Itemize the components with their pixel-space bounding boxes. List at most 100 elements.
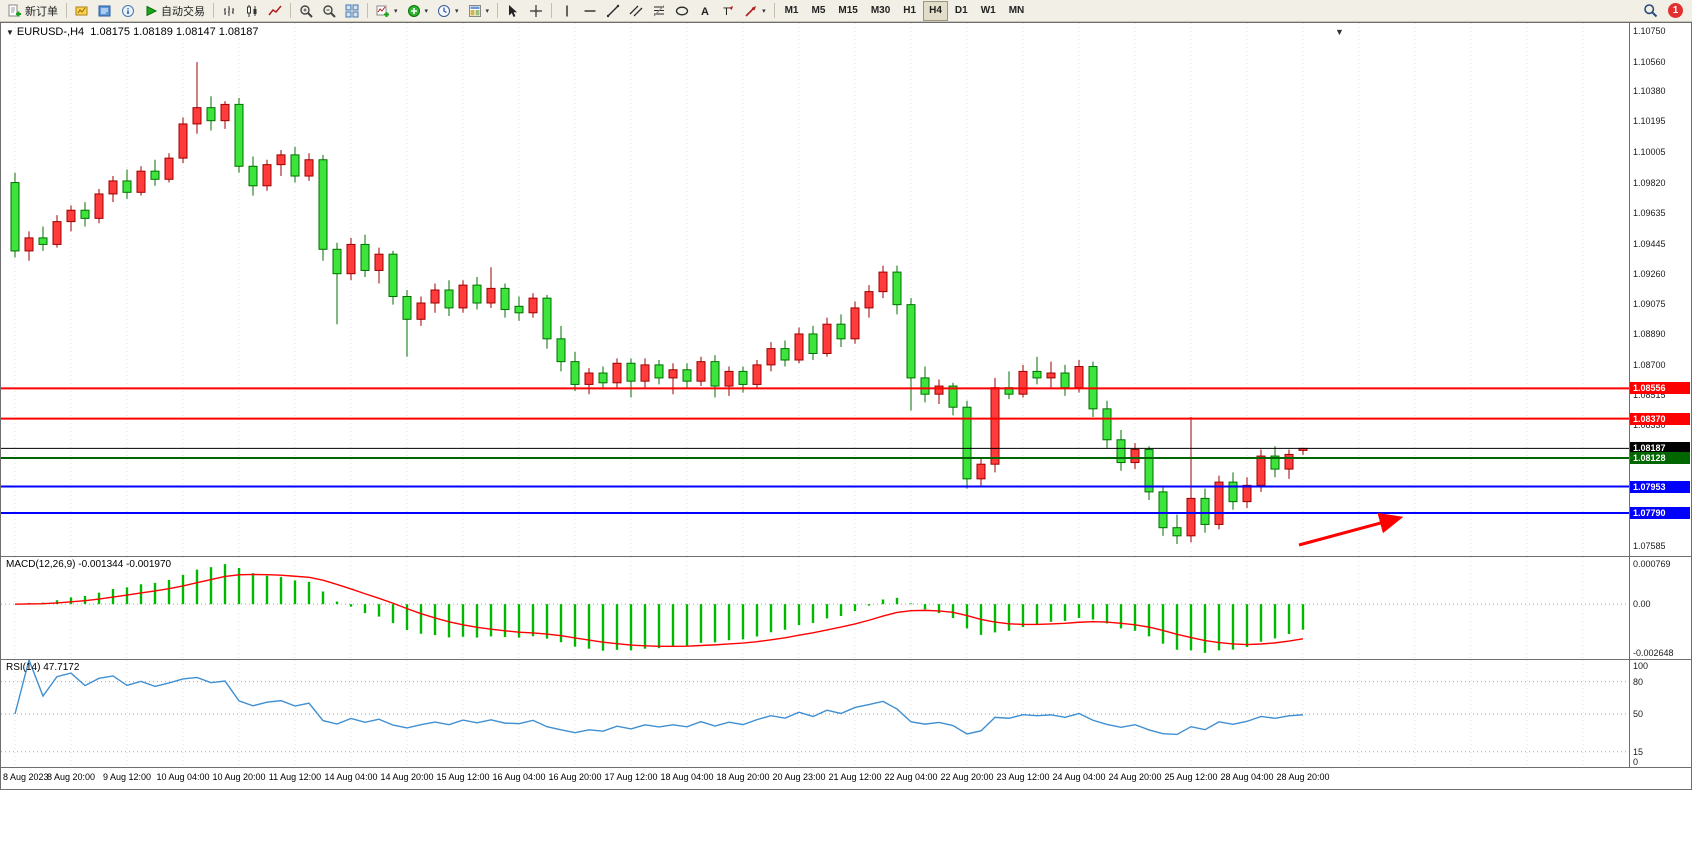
arrow-annotation	[1298, 512, 1404, 547]
time-axis-label: 28 Aug 20:00	[1276, 772, 1330, 782]
time-axis-label: 10 Aug 04:00	[156, 772, 210, 782]
time-axis-label: 25 Aug 12:00	[1164, 772, 1218, 782]
dropdown-caret-icon: ▾	[485, 7, 490, 15]
rsi-label: RSI(14) 47.7172	[6, 662, 80, 673]
macd-chart-canvas[interactable]	[1, 557, 1630, 660]
rsi-chart-canvas[interactable]	[1, 660, 1630, 768]
market-watch-button[interactable]	[94, 1, 116, 21]
hline-icon	[583, 4, 597, 18]
chart-symbol-period: EURUSD-,H4	[16, 26, 85, 38]
tline-icon	[606, 4, 620, 18]
horizontal-line-button[interactable]	[579, 1, 601, 21]
timeframe-w1-button[interactable]: W1	[975, 1, 1002, 21]
time-axis-label: 11 Aug 12:00	[268, 772, 322, 782]
price-tag: 1.07790	[1630, 507, 1690, 520]
macd-scale-label: 0.00	[1633, 599, 1651, 610]
toolbar-separator	[213, 3, 214, 18]
cursor-button[interactable]	[502, 1, 524, 21]
arrows-button[interactable]: ▾	[740, 1, 770, 21]
vertical-line-button[interactable]	[556, 1, 578, 21]
crosshair-button[interactable]	[525, 1, 547, 21]
timeframe-m1-button[interactable]: M1	[779, 1, 805, 21]
tile-icon	[345, 4, 359, 18]
equidistant-channel-button[interactable]	[625, 1, 647, 21]
rsi-scale-label: 50	[1633, 709, 1644, 719]
chart-title: ▼ EURUSD-,H4 1.08175 1.08189 1.08147 1.08…	[6, 26, 259, 38]
price-scale-label: 1.08700	[1633, 359, 1666, 370]
time-axis-label: 17 Aug 12:00	[604, 772, 658, 782]
timeframe-m15-button[interactable]: M15	[832, 1, 863, 21]
shapes-button[interactable]	[671, 1, 693, 21]
rsi-scale-label: 0	[1633, 757, 1639, 767]
autotrading-button[interactable]: 自动交易	[140, 1, 209, 21]
datawindow-icon	[121, 4, 135, 18]
timeframe-d1-button[interactable]: D1	[949, 1, 974, 21]
time-axis-label: 16 Aug 04:00	[492, 772, 546, 782]
price-tag: 1.08370	[1630, 412, 1690, 425]
notification-badge[interactable]: 1	[1668, 3, 1683, 18]
tile-windows-button[interactable]	[341, 1, 363, 21]
newchart-icon	[376, 4, 390, 18]
dropdown-caret-icon: ▾	[455, 7, 459, 15]
new-order-button[interactable]: 新订单	[4, 1, 62, 21]
trendline-button[interactable]	[602, 1, 624, 21]
time-axis-label: 22 Aug 20:00	[940, 772, 994, 782]
price-scale-label: 1.07585	[1633, 541, 1666, 552]
time-axis-label: 20 Aug 23:00	[772, 772, 826, 782]
time-axis-label: 10 Aug 20:00	[212, 772, 266, 782]
time-axis-label: 14 Aug 04:00	[324, 772, 378, 782]
autotrading-button-label: 自动交易	[161, 5, 205, 18]
timeframe-h1-button[interactable]: H1	[897, 1, 922, 21]
rsi-scale-label: 80	[1633, 676, 1644, 687]
candlestick-chart-canvas[interactable]: ▼	[1, 23, 1630, 557]
macd-label: MACD(12,26,9) -0.001344 -0.001970	[6, 559, 172, 570]
line-chart-button[interactable]	[264, 1, 286, 21]
autotrading-icon	[144, 4, 158, 18]
time-axis[interactable]: 8 Aug 2023 8 Aug 20:00 9 Aug 12:00 10 Aug 0…	[1, 768, 1691, 786]
zoom-out-button[interactable]	[318, 1, 340, 21]
zoom-in-button[interactable]	[295, 1, 317, 21]
clock-icon	[437, 4, 451, 18]
candlestick-chart-button[interactable]	[241, 1, 263, 21]
time-axis-label: 21 Aug 12:00	[828, 772, 882, 782]
bar-chart-button[interactable]	[218, 1, 240, 21]
timeframe-m5-button[interactable]: M5	[805, 1, 831, 21]
toolbar-right-group: 1	[1639, 1, 1688, 21]
indicators-button[interactable]: ▾	[403, 1, 433, 21]
arrowtool-icon	[744, 4, 758, 18]
price-scale-label: 1.09445	[1633, 238, 1666, 249]
toolbar-separator	[66, 3, 67, 18]
text-button[interactable]: A	[694, 1, 716, 21]
time-axis-label: 9 Aug 12:00	[102, 772, 152, 782]
periods-button[interactable]: ▾	[433, 1, 463, 21]
timeframe-h4-button[interactable]: H4	[923, 0, 948, 21]
fibonacci-button[interactable]	[648, 1, 670, 21]
rsi-scale[interactable]: 100 80 50 15 0	[1629, 660, 1691, 767]
time-axis-label: 24 Aug 20:00	[1108, 772, 1162, 782]
price-scale-label: 1.09635	[1633, 207, 1666, 218]
text-label-button[interactable]: T	[717, 1, 739, 21]
fibo-icon	[652, 4, 666, 18]
price-scale-label: 1.09820	[1633, 177, 1666, 188]
rsi-scale-label: 15	[1633, 746, 1644, 757]
vline-icon	[560, 4, 574, 18]
timeframe-m30-button[interactable]: M30	[865, 1, 896, 21]
macd-scale[interactable]: 0.000769 0.00 -0.002648	[1629, 557, 1691, 659]
search-button[interactable]	[1639, 1, 1662, 21]
new-order-button-label: 新订单	[25, 5, 58, 18]
price-scale-label: 1.10005	[1633, 147, 1666, 158]
price-scale[interactable]: 1.10750 1.10560 1.10380 1.10195 1.10005 1.098…	[1629, 23, 1691, 556]
data-window-button[interactable]	[117, 1, 139, 21]
time-axis-label: 23 Aug 12:00	[996, 772, 1050, 782]
zoomin-icon	[299, 4, 313, 18]
time-axis-label: 22 Aug 04:00	[884, 772, 938, 782]
timeframe-mn-button[interactable]: MN	[1003, 1, 1031, 21]
charts-button[interactable]	[71, 1, 93, 21]
time-axis-label: 16 Aug 20:00	[548, 772, 602, 782]
time-axis-label: 18 Aug 04:00	[660, 772, 714, 782]
templates-button[interactable]: ▾	[464, 1, 494, 21]
new-chart-button[interactable]: ▾	[372, 1, 402, 21]
textA-icon: A	[698, 4, 712, 18]
search-icon	[1643, 3, 1658, 18]
